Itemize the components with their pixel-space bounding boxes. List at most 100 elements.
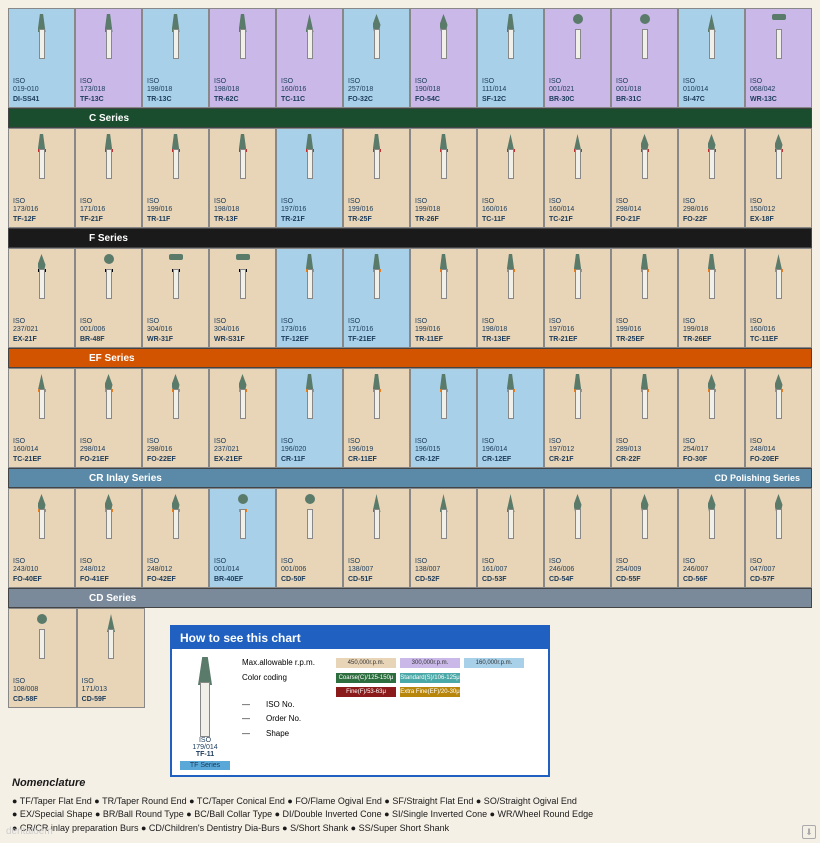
iso-label: ISO bbox=[750, 558, 807, 566]
iso-label: ISO bbox=[482, 558, 539, 566]
iso-label: ISO bbox=[281, 318, 338, 326]
legend-item: —ISO No. bbox=[242, 699, 540, 712]
series-bar: F Series bbox=[8, 228, 812, 248]
iso-number: 196/015 bbox=[415, 446, 472, 454]
bur-cell: ISO257/018FO-32C bbox=[343, 8, 410, 108]
chart-row: ISO160/014TC-21EFISO298/014FO-21EFISO298… bbox=[8, 368, 812, 468]
order-number: FO-20EF bbox=[750, 456, 807, 464]
iso-number: 001/006 bbox=[281, 566, 338, 574]
iso-number: 171/013 bbox=[82, 686, 141, 694]
bur-cell: ISO160/014TC-21EF bbox=[8, 368, 75, 468]
iso-label: ISO bbox=[750, 318, 807, 326]
iso-label: ISO bbox=[80, 558, 137, 566]
iso-number: 160/016 bbox=[482, 206, 539, 214]
order-number: CR-12F bbox=[415, 456, 472, 464]
iso-number: 111/014 bbox=[482, 86, 539, 94]
iso-number: 243/010 bbox=[13, 566, 70, 574]
iso-number: 150/012 bbox=[750, 206, 807, 214]
order-number: EX-21EF bbox=[214, 456, 271, 464]
iso-number: 068/042 bbox=[750, 86, 807, 94]
iso-number: 019-010 bbox=[13, 86, 70, 94]
bur-cell: ISO138/007CD-51F bbox=[343, 488, 410, 588]
iso-number: 257/018 bbox=[348, 86, 405, 94]
iso-label: ISO bbox=[683, 198, 740, 206]
order-number: SF-12C bbox=[482, 96, 539, 104]
bur-cell: ISO160/016TC-11F bbox=[477, 128, 544, 228]
bur-cell: ISO047/007CD-57F bbox=[745, 488, 812, 588]
iso-number: 199/018 bbox=[683, 326, 740, 334]
order-number: TR-13F bbox=[214, 216, 271, 224]
order-number: CD-59F bbox=[82, 696, 141, 704]
bur-cell: ISO304/016WR-31F bbox=[142, 248, 209, 348]
bur-cell: ISO010/014SI-47C bbox=[678, 8, 745, 108]
corner-icon: ⬇ bbox=[802, 825, 816, 839]
order-number: TR-13C bbox=[147, 96, 204, 104]
bur-cell: ISO198/018TR-13EF bbox=[477, 248, 544, 348]
legend-title: How to see this chart bbox=[172, 627, 548, 649]
iso-label: ISO bbox=[616, 78, 673, 86]
bur-cell: ISO001/006CD-50F bbox=[276, 488, 343, 588]
iso-label: ISO bbox=[549, 198, 606, 206]
order-number: TR-25EF bbox=[616, 336, 673, 344]
iso-number: 138/007 bbox=[415, 566, 472, 574]
bur-cell: ISO068/042WR-13C bbox=[745, 8, 812, 108]
bur-cell: ISO171/016TF-21EF bbox=[343, 248, 410, 348]
iso-number: 010/014 bbox=[683, 86, 740, 94]
bur-cell: ISO237/021EX-21F bbox=[8, 248, 75, 348]
order-number: CD-52F bbox=[415, 576, 472, 584]
iso-number: 246/007 bbox=[683, 566, 740, 574]
order-number: CR-21F bbox=[549, 456, 606, 464]
bur-cell: ISO108/008CD-58F bbox=[8, 608, 77, 708]
iso-number: 248/012 bbox=[80, 566, 137, 574]
iso-number: 298/014 bbox=[80, 446, 137, 454]
bur-cell: ISO198/018TR-13F bbox=[209, 128, 276, 228]
bur-chart: ISO019-010DI-SS41ISO173/018TF-13CISO198/… bbox=[0, 0, 820, 716]
bur-cell: ISO248/014FO-20EF bbox=[745, 368, 812, 468]
iso-number: 199/016 bbox=[616, 326, 673, 334]
iso-label: ISO bbox=[482, 78, 539, 86]
bur-cell: ISO246/007CD-56F bbox=[678, 488, 745, 588]
iso-label: ISO bbox=[281, 558, 338, 566]
order-number: TC-21F bbox=[549, 216, 606, 224]
order-number: TF-13C bbox=[80, 96, 137, 104]
iso-label: ISO bbox=[683, 318, 740, 326]
iso-label: ISO bbox=[348, 318, 405, 326]
order-number: TC-11EF bbox=[750, 336, 807, 344]
order-number: TR-11EF bbox=[415, 336, 472, 344]
chart-row: ISO173/016TF-12FISO171/016TF-21FISO199/0… bbox=[8, 128, 812, 228]
bur-cell: ISO196/014CR-12EF bbox=[477, 368, 544, 468]
nomenclature-line: ● CR/CR inlay preparation Burs ● CD/Chil… bbox=[12, 822, 808, 836]
iso-number: 197/016 bbox=[549, 326, 606, 334]
bur-cell: ISO111/014 SF-12C bbox=[477, 8, 544, 108]
iso-number: 298/016 bbox=[683, 206, 740, 214]
iso-number: 254/017 bbox=[683, 446, 740, 454]
iso-number: 248/014 bbox=[750, 446, 807, 454]
iso-label: ISO bbox=[214, 558, 271, 566]
iso-number: 298/014 bbox=[616, 206, 673, 214]
iso-label: ISO bbox=[549, 438, 606, 446]
legend-item: —Shape bbox=[242, 728, 540, 741]
nomenclature-line: ● TF/Taper Flat End ● TR/Taper Round End… bbox=[12, 795, 808, 809]
bur-cell: ISO248/012FO-41EF bbox=[75, 488, 142, 588]
iso-label: ISO bbox=[348, 198, 405, 206]
bur-cell: ISO246/006CD-54F bbox=[544, 488, 611, 588]
order-number: CR-12EF bbox=[482, 456, 539, 464]
bur-cell: ISO173/016TF-12F bbox=[8, 128, 75, 228]
nomenclature: Nomenclature ● TF/Taper Flat End ● TR/Ta… bbox=[12, 775, 808, 835]
order-number: TC-11F bbox=[482, 216, 539, 224]
order-number: WR-31F bbox=[147, 336, 204, 344]
legend-shape: TF Series bbox=[180, 761, 230, 770]
iso-label: ISO bbox=[281, 438, 338, 446]
iso-label: ISO bbox=[415, 198, 472, 206]
series-bar: CR Inlay SeriesCD Polishing Series bbox=[8, 468, 812, 488]
iso-number: 197/016 bbox=[281, 206, 338, 214]
order-number: CR-11EF bbox=[348, 456, 405, 464]
iso-number: 190/018 bbox=[415, 86, 472, 94]
order-number: SI-47C bbox=[683, 96, 740, 104]
legend-iso-num: 179/014 bbox=[180, 744, 230, 751]
order-number: FO-32C bbox=[348, 96, 405, 104]
watermark: dentaloem bbox=[6, 826, 53, 837]
bur-cell: ISO171/013CD-59F bbox=[77, 608, 146, 708]
legend-iso-label: ISO bbox=[180, 737, 230, 744]
bur-cell: ISO237/021EX-21EF bbox=[209, 368, 276, 468]
